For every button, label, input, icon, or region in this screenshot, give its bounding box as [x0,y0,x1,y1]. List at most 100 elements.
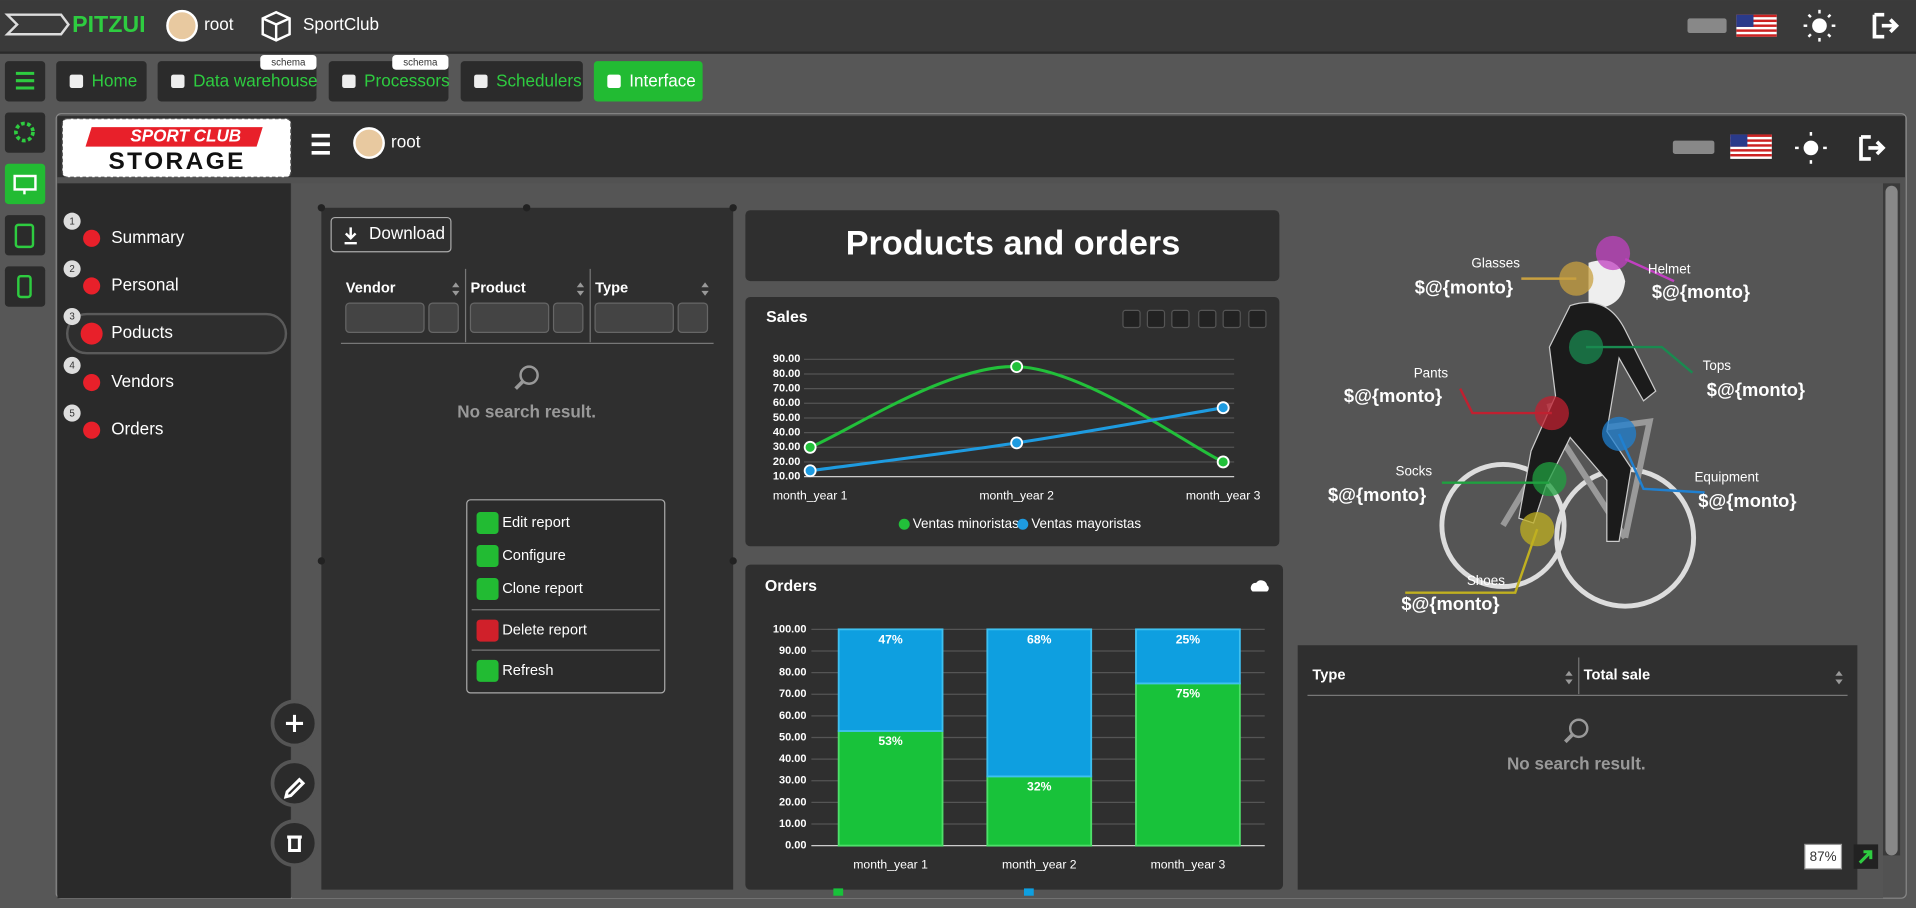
bar-segment[interactable] [986,628,1093,778]
tab[interactable] [328,61,449,102]
fab-button[interactable] [270,819,319,868]
column-header[interactable]: Product [470,280,525,296]
user-name[interactable]: root [204,15,234,34]
column-header[interactable]: Vendor [346,280,396,296]
tablet-button[interactable] [4,215,46,256]
column-header[interactable]: Total sale [1584,668,1651,684]
data-point[interactable] [1216,401,1230,415]
chart-tool[interactable] [1122,309,1141,329]
bar-segment[interactable] [1135,682,1241,847]
menu-label[interactable]: Poducts [111,323,173,342]
empty-icon [1568,718,1589,739]
hotspot[interactable] [1559,261,1594,296]
top-bar-border [0,51,1916,54]
tab-label[interactable]: Data warehouse [193,71,317,90]
header-flag-es[interactable] [1672,140,1715,155]
y-tick-label: 90.00 [773,353,801,365]
orders-download[interactable] [1250,580,1269,592]
menu-icon [83,229,101,247]
flag-es[interactable] [1687,18,1727,34]
download-label[interactable]: Download [369,224,445,243]
sort-icon[interactable] [1835,670,1843,685]
context-item[interactable]: Edit report [502,515,570,531]
bar-segment[interactable] [837,730,944,847]
hotspot[interactable] [1520,512,1555,547]
data-point[interactable] [1010,436,1024,450]
download-button[interactable] [330,216,452,253]
data-point[interactable] [803,464,817,478]
tab-label[interactable]: Processors [364,71,450,90]
user-avatar[interactable] [166,9,198,42]
filter-input[interactable] [345,302,425,334]
filter-input[interactable] [594,302,674,334]
hotspot[interactable] [1595,235,1631,271]
menu-label[interactable]: Orders [111,420,163,439]
sidebar [57,183,291,899]
menu-label[interactable]: Vendors [111,372,174,391]
context-item[interactable]: Clone report [502,581,583,597]
tab-label[interactable]: Schedulers [496,71,582,90]
tab-label[interactable]: Home [92,71,138,90]
hotspot-value: $@{monto} [1344,385,1442,406]
chart-tool[interactable] [1171,309,1190,329]
zoom-level: 87% [1810,849,1837,864]
header-user[interactable]: root [391,133,421,152]
sort-icon[interactable] [452,282,460,296]
hotspot[interactable] [1568,329,1604,365]
chart-tool[interactable] [1146,309,1166,329]
app-name[interactable]: SportClub [303,15,379,34]
data-point[interactable] [803,440,817,454]
hotspot-name: Socks [1395,463,1432,478]
legend-marker [898,518,910,530]
context-item[interactable]: Refresh [502,663,553,679]
dashboard-title: Products and orders [846,225,1181,263]
menu-badge [63,307,81,326]
context-item[interactable]: Delete report [502,622,587,638]
tab[interactable] [593,61,703,102]
menu-label[interactable]: Summary [111,228,185,247]
column-header[interactable]: Type [595,280,628,296]
legend-label[interactable]: Ventas mayoristas [1031,516,1141,531]
bar-segment[interactable] [837,628,944,732]
bar-segment[interactable] [1135,628,1241,685]
logout[interactable] [1872,12,1900,39]
settings-button[interactable] [4,112,46,153]
desktop-button[interactable] [4,163,46,205]
data-point[interactable] [1216,455,1230,469]
filter-input[interactable] [469,302,550,334]
tab[interactable] [460,61,583,102]
sort-icon[interactable] [576,282,585,296]
mobile-button[interactable] [4,266,46,307]
tab[interactable] [157,61,317,102]
data-point[interactable] [1010,360,1024,374]
context-item[interactable]: Configure [502,548,566,564]
column-header[interactable]: Type [1312,668,1345,684]
y-tick-label: 10.00 [779,818,807,830]
legend-label[interactable]: Ventas minoristas [913,516,1019,531]
hotspot[interactable] [1601,416,1637,451]
menu-label[interactable]: Personal [111,275,178,294]
hotspot[interactable] [1532,461,1567,497]
menu-icon [476,512,499,535]
y-tick-label: 20.00 [779,796,807,808]
empty-text: No search result. [1507,754,1646,773]
header-avatar[interactable] [353,127,385,159]
header-logout[interactable] [1859,135,1886,161]
tab-label[interactable]: Interface [629,71,696,90]
menu-item-selected[interactable] [65,312,288,355]
tab[interactable] [56,61,147,102]
filter-clear[interactable] [552,302,584,334]
sort-icon[interactable] [701,282,709,296]
filter-clear[interactable] [677,302,709,334]
chart-tool[interactable] [1222,309,1241,329]
hotspot[interactable] [1534,395,1569,431]
chart-tool[interactable] [1198,309,1217,329]
chart-tool[interactable] [1248,309,1267,329]
header-theme[interactable] [1803,140,1819,156]
hotspot-name: Equipment [1694,469,1759,484]
menu-icon [476,578,499,601]
menu-number: 1 [69,216,74,227]
filter-clear[interactable] [428,302,459,334]
sort-icon[interactable] [1565,670,1573,685]
theme-toggle[interactable] [1812,18,1827,34]
